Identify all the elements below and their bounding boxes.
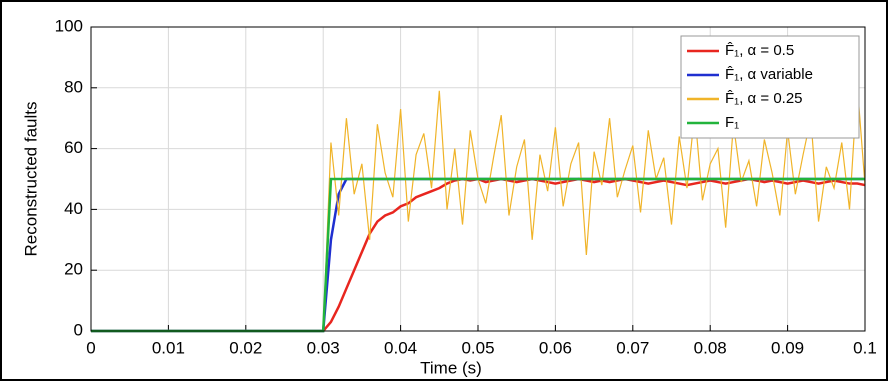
- y-tick-label: 60: [64, 138, 83, 157]
- x-tick-label: 0.03: [307, 338, 340, 357]
- y-tick-label: 100: [55, 16, 83, 35]
- x-tick-label: 0.06: [539, 338, 572, 357]
- x-tick-label: 0.09: [771, 338, 804, 357]
- x-tick-label: 0.04: [384, 338, 417, 357]
- x-tick-label: 0.08: [694, 338, 727, 357]
- legend: F̂₁, α = 0.5 F̂₁, α variable F̂₁, α = 0.25…: [680, 35, 860, 139]
- x-tick-label: 0.01: [152, 338, 185, 357]
- y-axis-label: Reconstructed faults: [21, 102, 40, 257]
- x-tick-label: 0.1: [853, 338, 877, 357]
- y-tick-label: 80: [64, 77, 83, 96]
- x-tick-label: 0.07: [616, 338, 649, 357]
- legend-label: F̂₁, α variable: [725, 65, 813, 82]
- x-tick-label: 0.05: [461, 338, 494, 357]
- legend-label: F̂₁, α = 0.25: [725, 89, 803, 106]
- x-tick-label: 0.02: [229, 338, 262, 357]
- legend-label: F̂₁, α = 0.5: [725, 41, 794, 58]
- y-tick-label: 40: [64, 199, 83, 218]
- legend-box: [680, 35, 860, 139]
- y-tick-label: 0: [74, 320, 83, 339]
- legend-label: F₁: [725, 114, 739, 131]
- plot-border: [90, 26, 866, 332]
- x-tick-label: 0: [86, 338, 95, 357]
- y-tick-label: 20: [64, 260, 83, 279]
- x-axis-label: Time (s): [420, 358, 482, 377]
